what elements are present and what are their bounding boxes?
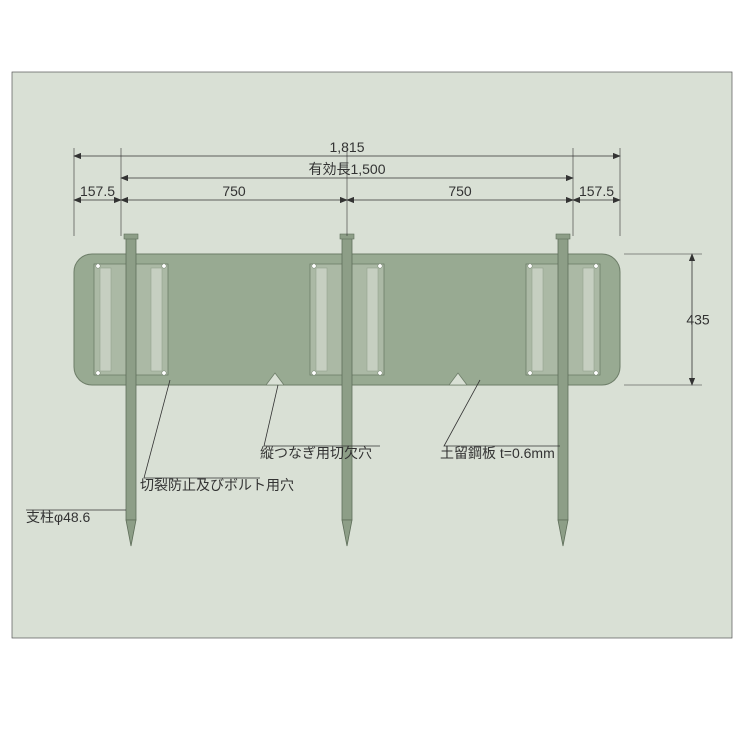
- bracket-slot: [367, 268, 378, 371]
- bolt-hole: [162, 371, 166, 375]
- pillar-cap: [124, 234, 138, 239]
- bracket-slot: [583, 268, 594, 371]
- dimension-value: 750: [222, 183, 246, 199]
- dimension-value: 有効長1,500: [308, 161, 385, 177]
- bracket-slot: [151, 268, 162, 371]
- bolt-hole: [96, 264, 100, 268]
- support-pillar: [342, 238, 352, 520]
- dimension-value: 1,815: [329, 139, 364, 155]
- bolt-hole: [312, 371, 316, 375]
- bolt-hole: [162, 264, 166, 268]
- dimension-value: 435: [686, 312, 710, 328]
- callout-plate-spec: 土留鋼板 t=0.6mm: [440, 445, 555, 461]
- bracket-slot: [100, 268, 111, 371]
- callout-pillar-spec: 支柱φ48.6: [26, 509, 91, 525]
- dimension-value: 750: [448, 183, 472, 199]
- pillar-cap: [556, 234, 570, 239]
- callout-notch: 縦つなぎ用切欠穴: [260, 445, 372, 461]
- bolt-hole: [594, 371, 598, 375]
- support-pillar: [126, 238, 136, 520]
- bolt-hole: [378, 371, 382, 375]
- bracket-slot: [532, 268, 543, 371]
- dimension-value: 157.5: [80, 183, 115, 199]
- bracket-slot: [316, 268, 327, 371]
- bolt-hole: [528, 371, 532, 375]
- support-pillar: [558, 238, 568, 520]
- callout-bolt-hole: 切裂防止及びボルト用穴: [140, 477, 294, 493]
- bolt-hole: [528, 264, 532, 268]
- bolt-hole: [96, 371, 100, 375]
- dimension-value: 157.5: [579, 183, 614, 199]
- bolt-hole: [378, 264, 382, 268]
- bolt-hole: [312, 264, 316, 268]
- bolt-hole: [594, 264, 598, 268]
